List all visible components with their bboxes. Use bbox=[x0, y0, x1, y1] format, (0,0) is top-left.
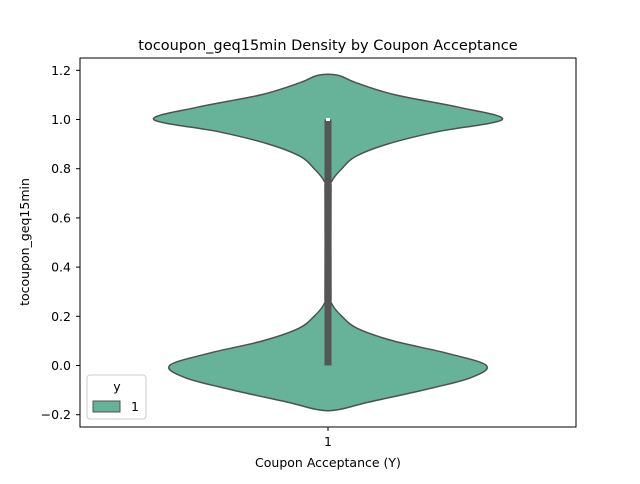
y-tick-label: 1.2 bbox=[51, 63, 71, 78]
y-tick-label: 0.8 bbox=[51, 161, 71, 176]
legend-swatch bbox=[92, 400, 121, 413]
y-axis-label: tocoupon_geq15min bbox=[17, 178, 32, 306]
violin-iqr-box bbox=[324, 119, 332, 366]
y-tick-label: 0.0 bbox=[51, 358, 71, 373]
y-tick-label: 0.2 bbox=[51, 309, 71, 324]
legend: y 1 bbox=[86, 374, 147, 420]
legend-title: y bbox=[113, 379, 121, 394]
plot-frame bbox=[79, 57, 577, 428]
y-tick-label: 0.4 bbox=[51, 260, 71, 275]
y-tick-label: 0.6 bbox=[51, 210, 71, 225]
x-tick-label: 1 bbox=[324, 434, 332, 449]
x-axis-label: Coupon Acceptance (Y) bbox=[255, 455, 401, 470]
y-tick-label: 1.0 bbox=[51, 112, 71, 127]
legend-entry-label: 1 bbox=[131, 399, 139, 414]
violin-median-marker bbox=[326, 118, 330, 121]
y-tick-label: −0.2 bbox=[41, 407, 71, 422]
chart-title: tocoupon_geq15min Density by Coupon Acce… bbox=[138, 38, 517, 54]
